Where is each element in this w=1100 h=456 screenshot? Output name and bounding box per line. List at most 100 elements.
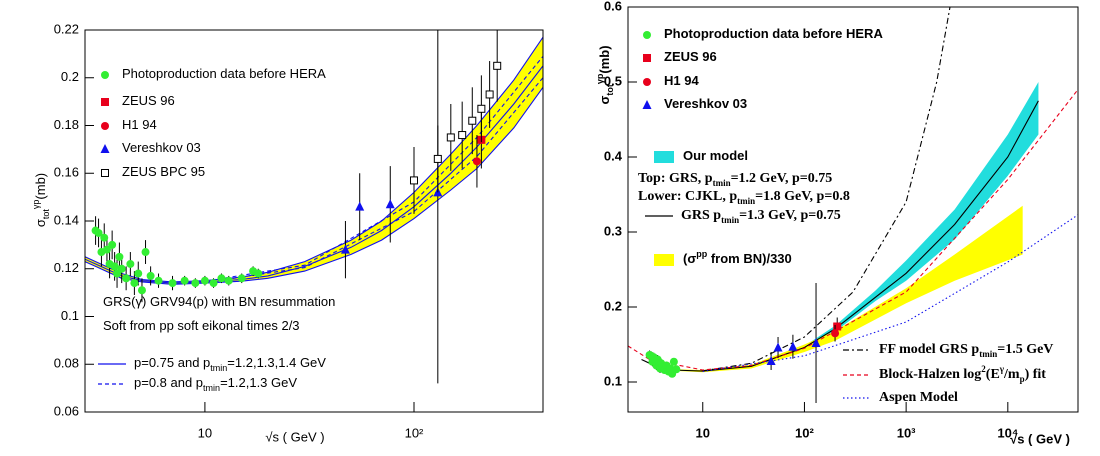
text-part: σ [33,219,48,227]
marker [458,131,467,140]
legend-label: H1 94 [664,73,699,88]
superscript: γ [999,364,1005,374]
legend-label: Photoproduction data before HERA [664,26,883,41]
band [85,37,543,285]
marker [340,244,350,254]
marker [130,279,139,288]
marker [217,274,226,283]
text-part: σ [597,96,612,105]
y-tick-label: 0.08 [54,356,79,371]
y-tick-label: 0.2 [604,298,622,313]
y-tick-label: 0.1 [604,373,622,388]
marker [485,90,494,99]
legend-label: p=0.75 and ptmin=1.2,1.3,1.4 GeV [134,355,326,373]
subscript: tot [41,209,51,220]
text-part: Our model [683,148,748,163]
text-part: /m [1003,367,1020,382]
legend-label: Block-Halzen log2(Eγ/mp) fit [879,364,1046,384]
superscript: pp [696,249,707,259]
text-part: Photoproduction data before HERA [664,26,883,41]
marker [833,322,842,331]
marker [94,228,103,237]
marker [788,341,798,351]
text-part: Vereshkov 03 [122,140,201,155]
text-part: ZEUS 96 [664,49,717,64]
x-axis-label: √s ( GeV ) [265,429,324,444]
legend-swatch [654,254,674,266]
marker [642,100,652,109]
x-tick-label: 10² [405,425,424,440]
marker [643,54,651,62]
text-part: (σ [683,251,696,266]
marker [108,240,117,249]
x-axis-label: √s ( GeV ) [1010,431,1070,446]
marker [672,365,681,374]
curve [85,65,543,284]
text-part: from BN)/330 [707,251,792,266]
marker [468,116,477,125]
y-tick-label: 0.16 [54,165,79,180]
marker [493,61,502,70]
legend-label: (σpp from BN)/330 [683,249,792,266]
subscript: tot [605,84,615,96]
y-axis-label: σtotγp(mb) [595,45,615,104]
y-tick-label: 0.2 [61,69,79,84]
marker [254,269,263,278]
marker [643,31,651,39]
legend-label: ZEUS 96 [122,93,175,108]
y-tick-label: 0.22 [54,21,79,36]
text-part: (E [986,367,1000,382]
subscript: tmin [203,383,220,393]
marker [100,144,110,153]
marker [110,262,119,271]
annotation: Soft from pp soft eikonal times 2/3 [103,318,300,333]
text-part: ZEUS BPC 95 [122,164,205,179]
marker [472,157,481,166]
y-tick-label: 0.14 [54,212,79,227]
legend-label: Vereshkov 03 [664,96,747,111]
text-part: ) fit [1025,367,1047,382]
text-part: Aspen Model [879,390,958,405]
superscript: 2 [981,364,986,374]
panel: Photoproduction data before HERA ZEUS 96 H… [31,21,544,444]
marker [643,78,651,86]
text-part: Soft from pp soft eikonal times 2/3 [103,318,300,333]
marker [773,342,783,352]
text-part: (mb) [33,173,48,200]
y-tick-label: 0.5 [604,73,622,88]
marker [134,269,143,278]
legend-label: Our model [683,148,748,163]
legend-label: Photoproduction data before HERA [122,66,326,81]
x-tick-label: 10⁴ [997,425,1018,440]
text-part: =1.5 GeV [997,342,1053,357]
text-part: Top: GRS, p [638,171,713,186]
legend-label: Aspen Model [879,390,958,405]
text-part: Lower: CJKL, p [638,189,737,204]
text-part: FF model GRS p [879,342,979,357]
text-part: p=0.75 and p [134,355,210,370]
marker [101,71,109,79]
marker [115,252,124,261]
marker [180,276,189,285]
text-part: H1 94 [664,73,699,88]
marker [137,286,146,295]
legend-label: FF model GRS ptmin=1.5 GeV [879,342,1053,359]
marker [102,245,111,254]
plot-area [628,7,1078,403]
x-tick-label: 10 [696,425,710,440]
subscript: tmin [737,196,755,206]
text-part: =1.2,1.3 GeV [220,375,297,390]
y-tick-label: 0.12 [54,260,79,275]
marker [811,338,821,347]
marker [100,233,109,242]
text-part: Photoproduction data before HERA [122,66,326,81]
text-part: =1.3 GeV, p=0.75 [739,208,841,223]
text-part: GRS p [681,208,721,223]
marker [101,169,109,177]
y-tick-label: 0.4 [604,148,623,163]
marker [117,264,126,273]
text-part: =1.2,1.3,1.4 GeV [227,355,326,370]
marker [237,274,246,283]
marker [101,98,109,106]
